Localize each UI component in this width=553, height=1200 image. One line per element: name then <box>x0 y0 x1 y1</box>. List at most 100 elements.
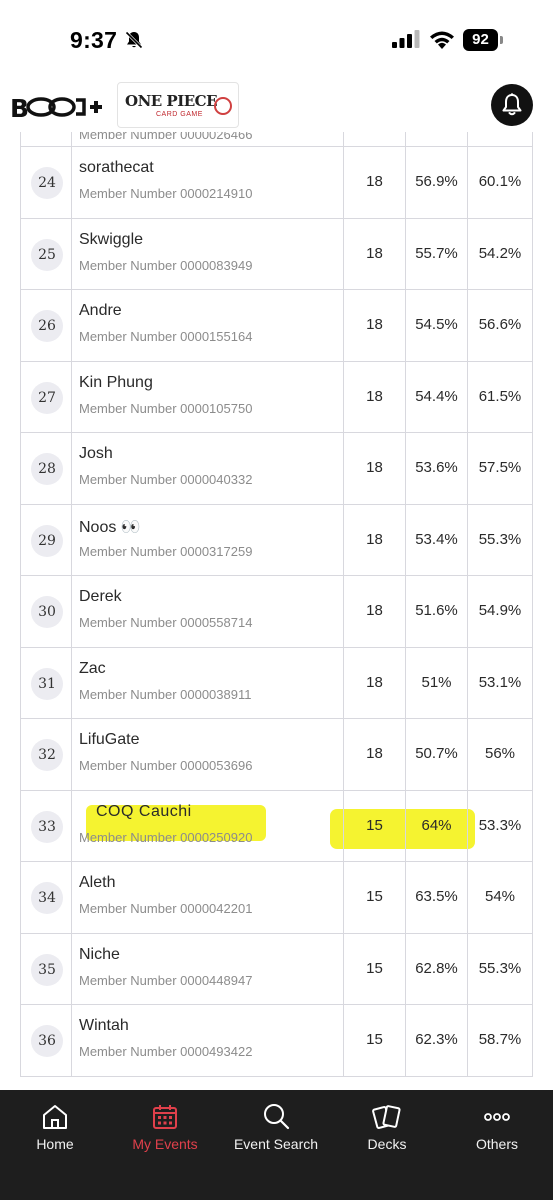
table-row[interactable]: 31 Zac Member Number 0000038911 18 51% 53.1% <box>20 647 533 719</box>
table-row[interactable]: 33 COQ Cauchi Member Number 0000250920 15 64… <box>20 790 533 862</box>
one-piece-card-game-logo[interactable]: ONE PIECE CARD GAME <box>117 82 239 128</box>
oomw-percent: 56% <box>484 745 516 762</box>
rank-badge: 33 <box>31 810 63 843</box>
standings-table[interactable]: Member Number 0000026466 24 sorathecat Mem… <box>0 132 553 1090</box>
oomw-percent: 54.9% <box>478 602 522 619</box>
search-icon <box>264 1104 290 1130</box>
omw-percent: 53.6% <box>415 459 458 476</box>
oomw-percent: 55.3% <box>478 959 522 977</box>
member-number: Member Number 0000214910 <box>79 186 253 201</box>
nav-others-label: Others <box>475 1136 518 1152</box>
player-name[interactable]: Josh <box>79 445 113 462</box>
bandai-tcg-plus-logo[interactable]: B <box>10 92 102 122</box>
member-number: Member Number 0000493422 <box>79 1044 253 1059</box>
table-row[interactable]: 27 Kin Phung Member Number 0000105750 18 54.… <box>20 361 533 433</box>
player-name[interactable]: LifuGate <box>79 731 140 748</box>
oomw-percent: 56.6% <box>478 316 522 333</box>
player-name[interactable]: Skwiggle <box>79 230 144 248</box>
member-number: Member Number 0000558714 <box>79 615 253 630</box>
table-row[interactable]: 24 sorathecat Member Number 0000214910 18 56… <box>20 147 533 219</box>
rank-badge: 27 <box>31 381 63 414</box>
status-bar: 9:37 92 <box>0 0 553 80</box>
oomw-percent: 57.5% <box>478 459 522 476</box>
member-number: Member Number 0000026466 <box>79 132 253 142</box>
nav-home-label: Home <box>36 1136 74 1152</box>
player-name[interactable]: Wintah <box>79 1017 129 1034</box>
player-name[interactable]: Aleth <box>79 874 116 891</box>
member-number: Member Number 0000448947 <box>79 972 253 988</box>
match-points: 15 <box>366 816 383 834</box>
player-name[interactable]: COQ Cauchi <box>96 802 192 820</box>
player-name[interactable]: Niche <box>79 945 120 963</box>
signal-icon <box>392 30 420 48</box>
status-time: 9:37 <box>70 27 118 53</box>
rank-badge: 28 <box>31 453 63 485</box>
battery-icon: 92 <box>463 29 503 51</box>
match-points: 15 <box>366 1031 383 1048</box>
table-row[interactable]: 36 Wintah Member Number 0000493422 15 62.3% 5… <box>20 1005 533 1077</box>
battery-level: 92 <box>463 29 498 51</box>
omw-percent: 51.6% <box>415 602 458 619</box>
nav-decks-label: Decks <box>367 1136 407 1152</box>
omw-percent: 62.3% <box>415 1031 458 1048</box>
nav-my-events[interactable]: My Events <box>110 1090 220 1170</box>
match-points: 18 <box>366 602 383 619</box>
rank-badge: 29 <box>31 524 63 557</box>
rank-badge: 35 <box>31 953 63 986</box>
nav-decks[interactable]: Decks <box>332 1090 442 1170</box>
table-row[interactable]: Member Number 0000026466 <box>20 132 533 147</box>
wifi-icon <box>430 31 454 49</box>
player-name[interactable]: Derek <box>79 588 122 605</box>
table-row[interactable]: 32 LifuGate Member Number 0000053696 18 50.7… <box>20 719 533 791</box>
oomw-percent: 53.3% <box>478 816 522 834</box>
player-name[interactable]: Kin Phung <box>79 373 153 391</box>
member-number: Member Number 0000040332 <box>79 472 253 487</box>
match-points: 18 <box>366 173 383 190</box>
player-name[interactable]: Noos 👀 <box>79 518 141 536</box>
nav-event-search-label: Event Search <box>233 1136 319 1152</box>
rank-badge: 26 <box>31 310 63 342</box>
oomw-percent: 54% <box>484 888 516 905</box>
highlight-marker <box>86 804 266 841</box>
omw-percent: 50.7% <box>415 745 458 762</box>
table-row[interactable]: 30 Derek Member Number 0000558714 18 51.6% 54… <box>20 576 533 648</box>
calendar-icon <box>153 1105 177 1129</box>
nav-home[interactable]: Home <box>0 1090 110 1170</box>
omw-percent: 53.4% <box>415 530 458 548</box>
member-number: Member Number 0000250920 <box>79 829 253 845</box>
table-row[interactable]: 35 Niche Member Number 0000448947 15 62.8% 55… <box>20 933 533 1005</box>
omw-percent: 55.7% <box>415 244 458 262</box>
rank-badge: 31 <box>31 667 63 700</box>
rank-badge: 34 <box>31 882 63 914</box>
notification-button[interactable] <box>491 84 533 126</box>
omw-percent: 64% <box>421 816 452 834</box>
nav-event-search[interactable]: Event Search <box>221 1090 331 1170</box>
bell-slash-icon <box>125 31 143 49</box>
rank-badge: 25 <box>31 238 63 271</box>
bell-icon <box>502 93 522 116</box>
oomw-percent: 61.5% <box>478 387 522 405</box>
omw-percent: 54.4% <box>415 387 458 405</box>
match-points: 18 <box>366 387 383 405</box>
cards-icon <box>372 1105 401 1130</box>
nav-others[interactable]: Others <box>442 1090 552 1170</box>
rank-badge: 36 <box>31 1025 63 1057</box>
table-row[interactable]: 28 Josh Member Number 0000040332 18 53.6% 57.… <box>20 433 533 505</box>
nav-my-events-label: My Events <box>132 1136 198 1152</box>
match-points: 18 <box>366 244 383 262</box>
player-name[interactable]: Zac <box>79 659 106 677</box>
oomw-percent: 60.1% <box>478 173 522 190</box>
player-name[interactable]: sorathecat <box>79 159 154 176</box>
member-number: Member Number 0000155164 <box>79 329 253 344</box>
game-logo-emblem <box>214 97 232 115</box>
member-number: Member Number 0000083949 <box>79 257 253 273</box>
table-row[interactable]: 34 Aleth Member Number 0000042201 15 63.5% 54… <box>20 862 533 934</box>
rank-badge: 32 <box>31 739 63 771</box>
table-row[interactable]: 26 Andre Member Number 0000155164 18 54.5% 56… <box>20 290 533 362</box>
omw-percent: 63.5% <box>415 888 458 905</box>
match-points: 15 <box>366 959 383 977</box>
player-name[interactable]: Andre <box>79 302 122 319</box>
omw-percent: 62.8% <box>415 959 458 977</box>
table-row[interactable]: 29 Noos 👀 Member Number 0000317259 18 53.4% 5… <box>20 504 533 576</box>
table-row[interactable]: 25 Skwiggle Member Number 0000083949 18 55.7… <box>20 218 533 290</box>
